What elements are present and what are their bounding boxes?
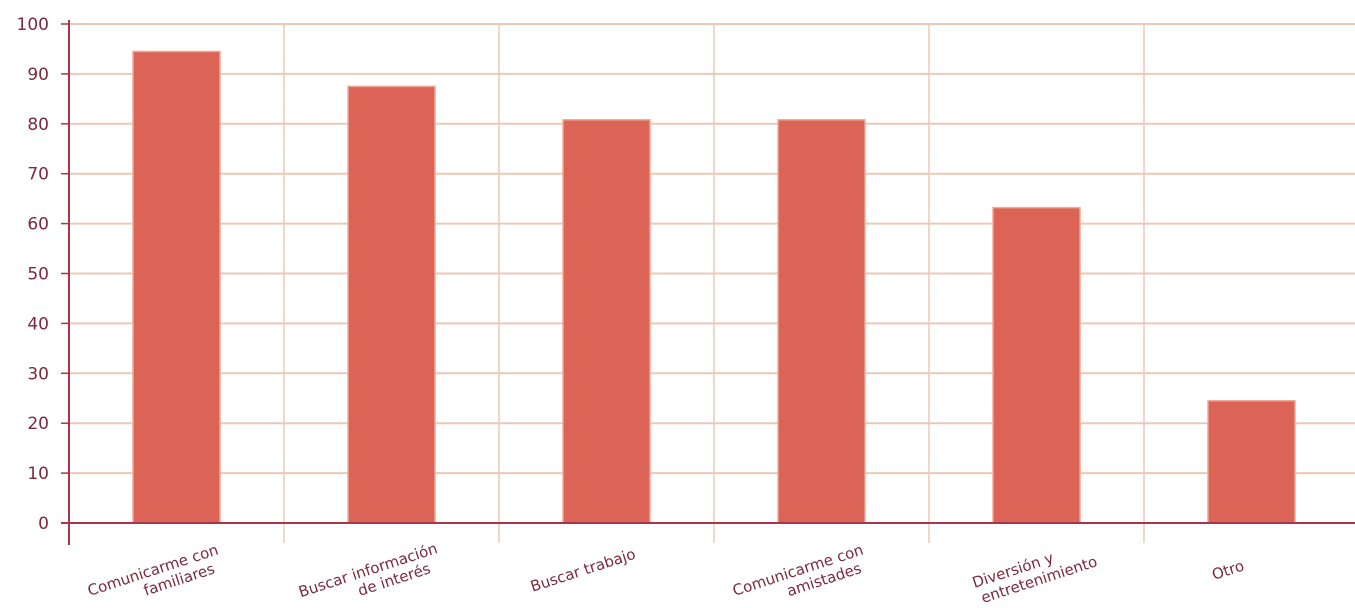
y-tick-label: 100 xyxy=(17,15,49,35)
bar xyxy=(347,85,436,524)
x-category-label-line: Buscar trabajo xyxy=(528,545,638,596)
bar-layer xyxy=(132,50,1296,524)
y-tick-label: 0 xyxy=(38,514,49,534)
y-tick-labels: 0 10 20 30 40 50 60 70 80 90 100 xyxy=(17,15,49,534)
y-tick-label: 10 xyxy=(27,464,49,484)
x-category-label: Otro xyxy=(1210,557,1247,584)
y-tick-label: 90 xyxy=(27,65,49,85)
bar xyxy=(562,119,651,524)
grid-layer xyxy=(69,23,1355,543)
y-tick-label: 80 xyxy=(27,115,49,135)
y-tick-label: 20 xyxy=(27,414,49,434)
bar xyxy=(132,50,221,524)
y-tick-label: 30 xyxy=(27,364,49,384)
y-tick-label: 40 xyxy=(27,314,49,334)
bar xyxy=(777,119,866,524)
y-tick-label: 50 xyxy=(27,265,49,285)
x-category-label: Buscar trabajo xyxy=(528,545,638,596)
y-tick-label: 70 xyxy=(27,165,49,185)
axis-layer xyxy=(61,20,1355,545)
y-tick-label: 60 xyxy=(27,215,49,235)
bar xyxy=(1207,399,1296,524)
x-category-label-line: Otro xyxy=(1210,557,1247,584)
bar xyxy=(992,206,1081,524)
